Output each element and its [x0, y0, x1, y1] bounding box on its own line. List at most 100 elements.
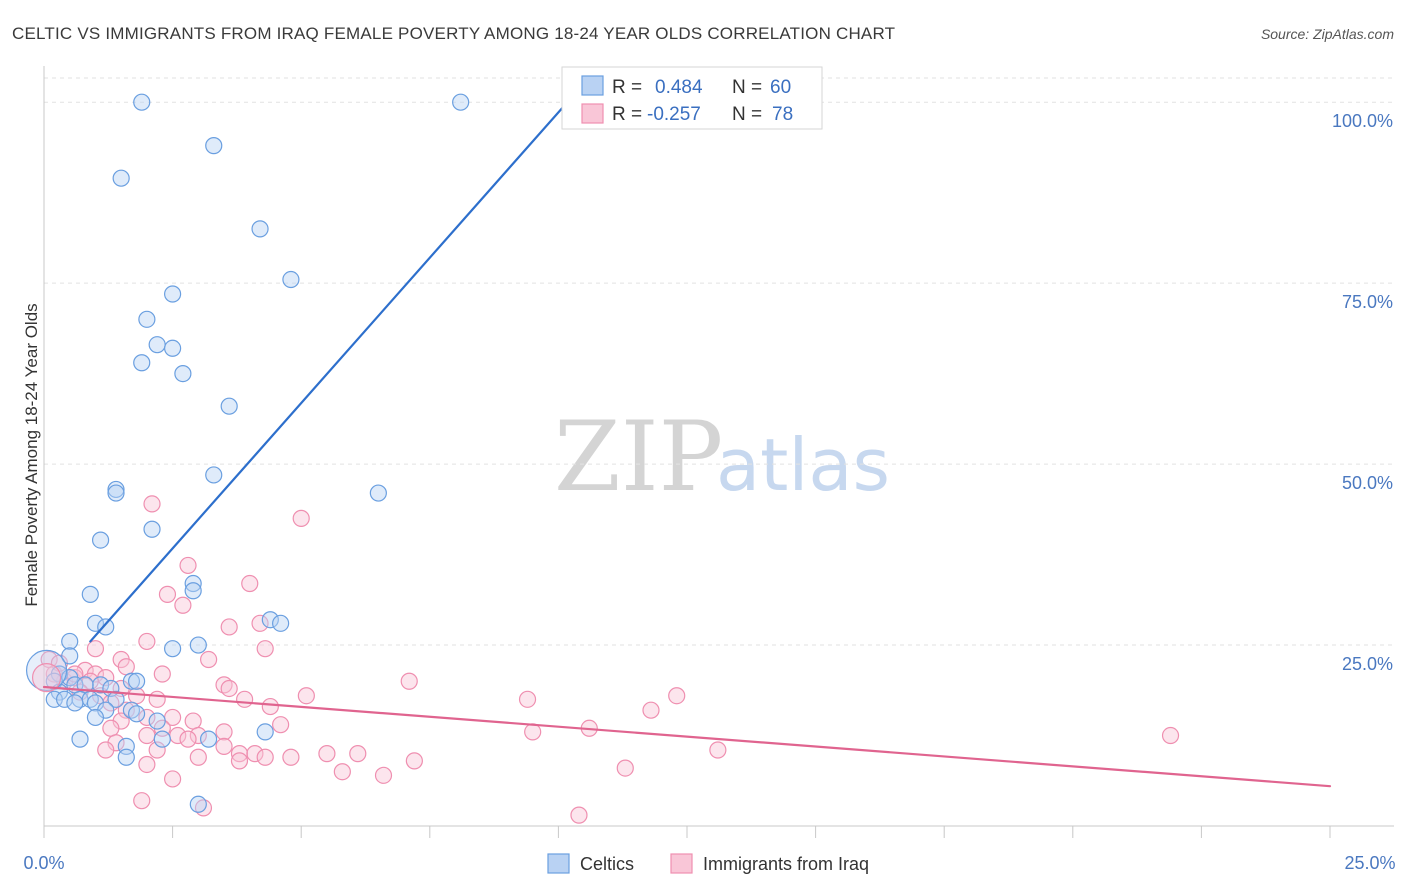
point-celtics-26	[61, 632, 79, 651]
y-axis-label: Female Poverty Among 18-24 Year Olds	[22, 303, 41, 606]
point-celtics-45	[66, 694, 84, 712]
legend-label-celtics: Celtics	[580, 854, 634, 874]
y-tick-label-0: 25.0%	[1342, 654, 1393, 674]
point-celtics-2	[205, 137, 223, 155]
point-immigrants-from-iraq-33	[668, 687, 686, 705]
point-celtics-25	[272, 614, 290, 632]
point-immigrants-from-iraq-61	[189, 748, 207, 766]
stats-legend-box	[561, 66, 823, 130]
point-immigrants-from-iraq-1	[292, 509, 310, 527]
point-celtics-29	[61, 647, 79, 665]
point-celtics-52	[71, 730, 89, 748]
point-immigrants-from-iraq-30	[236, 690, 254, 708]
point-immigrants-from-iraq-47	[189, 726, 207, 745]
point-celtics-17	[143, 520, 161, 538]
point-immigrants-from-iraq-10	[86, 640, 105, 658]
point-celtics-5	[282, 270, 300, 289]
point-immigrants-from-iraq-59	[97, 741, 115, 759]
point-immigrants-from-iraq-6	[220, 618, 238, 636]
point-immigrants-from-iraq-52	[215, 737, 233, 755]
point-celtics-28	[164, 640, 182, 658]
point-celtics-16	[369, 484, 387, 502]
chart-title: CELTIC VS IMMIGRANTS FROM IRAQ FEMALE PO…	[12, 24, 895, 43]
point-immigrants-from-iraq-44	[272, 716, 290, 734]
point-celtics-35	[127, 672, 146, 690]
point-celtics-58	[189, 795, 207, 813]
point-immigrants-from-iraq-39	[138, 708, 156, 727]
point-celtics-27	[189, 636, 207, 654]
point-immigrants-from-iraq-31	[261, 697, 279, 716]
stats-legend: R = 0.484 N = 60 R = -0.257 N = 78	[561, 66, 823, 130]
point-celtics-55	[256, 723, 274, 741]
point-immigrants-from-iraq-32	[518, 690, 537, 708]
point-celtics-23	[97, 618, 115, 636]
watermark: ZIP atlas	[554, 401, 890, 513]
point-immigrants-from-iraq-50	[524, 723, 542, 741]
y-tick-label-2: 75.0%	[1342, 292, 1393, 312]
point-immigrants-from-iraq-56	[318, 745, 336, 763]
point-immigrants-from-iraq-7	[251, 614, 269, 632]
point-celtics-12	[220, 397, 238, 415]
point-immigrants-from-iraq-13	[117, 658, 135, 676]
point-immigrants-from-iraq-40	[184, 712, 202, 730]
point-celtics-21	[184, 582, 202, 600]
point-immigrants-from-iraq-71	[133, 792, 151, 810]
point-immigrants-from-iraq-67	[333, 763, 351, 781]
point-celtics-8	[148, 336, 166, 354]
point-immigrants-from-iraq-66	[138, 755, 156, 774]
point-immigrants-from-iraq-57	[349, 745, 367, 763]
point-immigrants-from-iraq-45	[138, 726, 156, 745]
point-immigrants-from-iraq-68	[374, 766, 393, 784]
gridlines	[44, 77, 1394, 646]
point-immigrants-from-iraq-36	[117, 701, 135, 719]
stats-swatch-iraq	[581, 103, 604, 124]
point-celtics-24	[261, 611, 279, 629]
trend-line-immigrants-from-iraq	[42, 685, 1332, 788]
point-immigrants-from-iraq-5	[174, 596, 192, 614]
point-celtics-57	[117, 748, 135, 766]
point-celtics-49	[127, 705, 146, 723]
x-tick-label-max: 25.0%	[1344, 853, 1395, 873]
stats-n-label-iraq: N =	[732, 104, 762, 125]
axes	[43, 66, 1394, 827]
point-iraq-cluster	[31, 663, 62, 693]
point-immigrants-from-iraq-21	[400, 672, 418, 690]
point-celtics-44	[107, 690, 125, 708]
point-immigrants-from-iraq-4	[158, 585, 177, 603]
legend-swatch-celtics	[547, 853, 570, 874]
point-celtics-20	[184, 574, 202, 593]
point-immigrants-from-iraq-2	[179, 556, 197, 575]
point-immigrants-from-iraq-54	[246, 745, 264, 763]
point-immigrants-from-iraq-64	[405, 752, 423, 770]
point-celtics-4	[251, 220, 269, 238]
stats-n-value-celtics: 60	[770, 77, 791, 98]
point-immigrants-from-iraq-62	[230, 752, 249, 770]
point-immigrants-from-iraq-55	[282, 748, 300, 766]
point-immigrants-from-iraq-65	[1161, 726, 1180, 745]
y-tick-label-3: 100.0%	[1332, 111, 1393, 131]
point-immigrants-from-iraq-69	[616, 759, 634, 777]
point-immigrants-from-iraq-58	[709, 741, 727, 759]
x-tick-marks	[43, 826, 1331, 838]
stats-r-value-celtics: 0.484	[655, 77, 703, 98]
stats-r-label-celtics: R =	[612, 77, 642, 98]
watermark-zip: ZIP	[554, 401, 723, 513]
point-celtics-22	[86, 614, 105, 632]
point-celtics-0	[133, 93, 151, 111]
point-immigrants-from-iraq-42	[102, 719, 120, 737]
point-immigrants-from-iraq-9	[256, 640, 274, 658]
point-celtics-9	[164, 339, 182, 357]
trend-line-celtics	[89, 99, 570, 643]
point-immigrants-from-iraq-3	[241, 574, 259, 593]
point-immigrants-from-iraq-34	[642, 701, 660, 719]
legend-swatch-iraq	[670, 853, 693, 874]
x-tick-label-min: 0.0%	[23, 853, 64, 873]
watermark-atlas: atlas	[716, 423, 890, 507]
point-immigrants-from-iraq-28	[148, 690, 166, 708]
point-celtics-6	[164, 285, 182, 303]
point-immigrants-from-iraq-48	[179, 730, 197, 748]
y-tick-label-1: 50.0%	[1342, 473, 1393, 493]
point-celtics-7	[138, 310, 156, 328]
point-immigrants-from-iraq-8	[138, 632, 156, 651]
